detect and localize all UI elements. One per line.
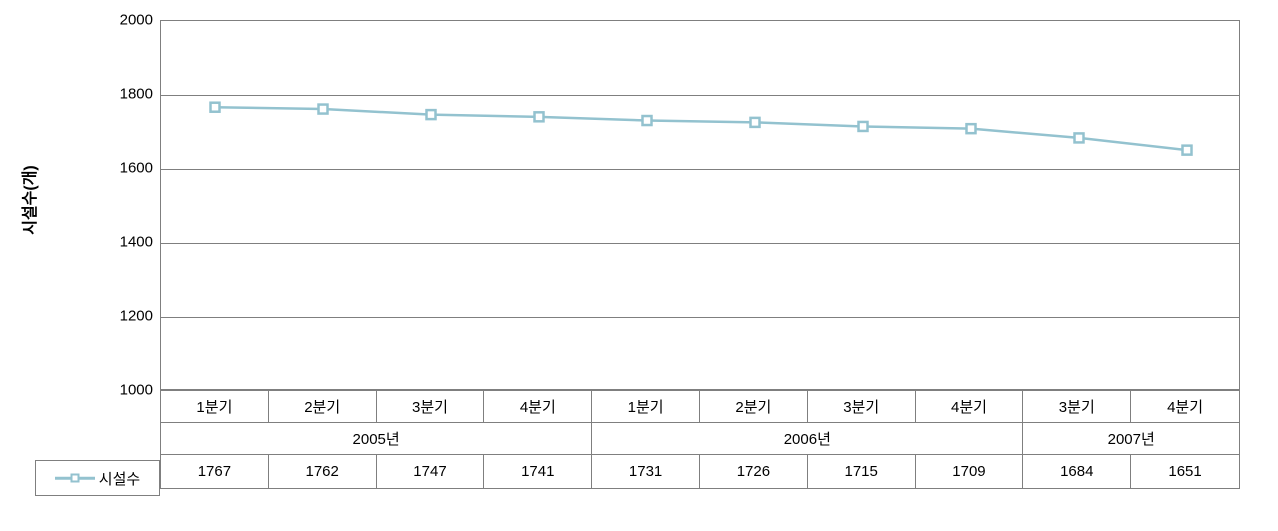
y-tick-label: 1200 xyxy=(120,308,153,325)
quarter-cell: 3분기 xyxy=(808,391,916,422)
value-cell: 1762 xyxy=(269,455,377,488)
data-marker xyxy=(643,116,652,125)
data-marker xyxy=(1075,133,1084,142)
data-marker xyxy=(751,118,760,127)
data-row: 1767176217471741173117261715170916841651 xyxy=(161,454,1239,488)
quarter-cell: 3분기 xyxy=(377,391,485,422)
year-cell: 2007년 xyxy=(1023,423,1239,454)
quarter-cell: 4분기 xyxy=(1131,391,1239,422)
quarter-cell: 2분기 xyxy=(700,391,808,422)
data-table: 1분기2분기3분기4분기1분기2분기3분기4분기3분기4분기 2005년2006… xyxy=(160,390,1240,489)
y-tick-label: 1000 xyxy=(120,382,153,399)
quarter-cell: 4분기 xyxy=(484,391,592,422)
value-cell: 1726 xyxy=(700,455,808,488)
y-tick-label: 1400 xyxy=(120,234,153,251)
value-cell: 1709 xyxy=(916,455,1024,488)
legend-label: 시설수 xyxy=(99,468,140,489)
data-marker xyxy=(319,105,328,114)
year-row: 2005년2006년2007년 xyxy=(161,422,1239,454)
quarter-cell: 3분기 xyxy=(1023,391,1131,422)
data-marker xyxy=(859,122,868,131)
data-marker xyxy=(211,103,220,112)
chart-container: 시설수(개) 100012001400160018002000 1분기2분기3분… xyxy=(10,10,1268,521)
legend: 시설수 xyxy=(35,460,160,496)
quarter-cell: 4분기 xyxy=(916,391,1024,422)
value-cell: 1684 xyxy=(1023,455,1131,488)
value-cell: 1741 xyxy=(484,455,592,488)
year-cell: 2005년 xyxy=(161,423,592,454)
value-cell: 1747 xyxy=(377,455,485,488)
y-tick-label: 1600 xyxy=(120,160,153,177)
plot-area xyxy=(160,20,1240,390)
value-cell: 1767 xyxy=(161,455,269,488)
value-cell: 1731 xyxy=(592,455,700,488)
data-marker xyxy=(967,124,976,133)
value-cell: 1715 xyxy=(808,455,916,488)
year-cell: 2006년 xyxy=(592,423,1023,454)
value-cell: 1651 xyxy=(1131,455,1239,488)
quarter-cell: 1분기 xyxy=(592,391,700,422)
y-axis-label: 시설수(개) xyxy=(16,165,40,235)
legend-marker-icon xyxy=(55,472,95,484)
y-tick-label: 2000 xyxy=(120,12,153,29)
quarter-cell: 1분기 xyxy=(161,391,269,422)
data-marker xyxy=(535,112,544,121)
line-series xyxy=(161,21,1239,389)
quarter-row: 1분기2분기3분기4분기1분기2분기3분기4분기3분기4분기 xyxy=(161,390,1239,422)
data-marker xyxy=(1183,146,1192,155)
quarter-cell: 2분기 xyxy=(269,391,377,422)
data-marker xyxy=(427,110,436,119)
y-tick-label: 1800 xyxy=(120,86,153,103)
